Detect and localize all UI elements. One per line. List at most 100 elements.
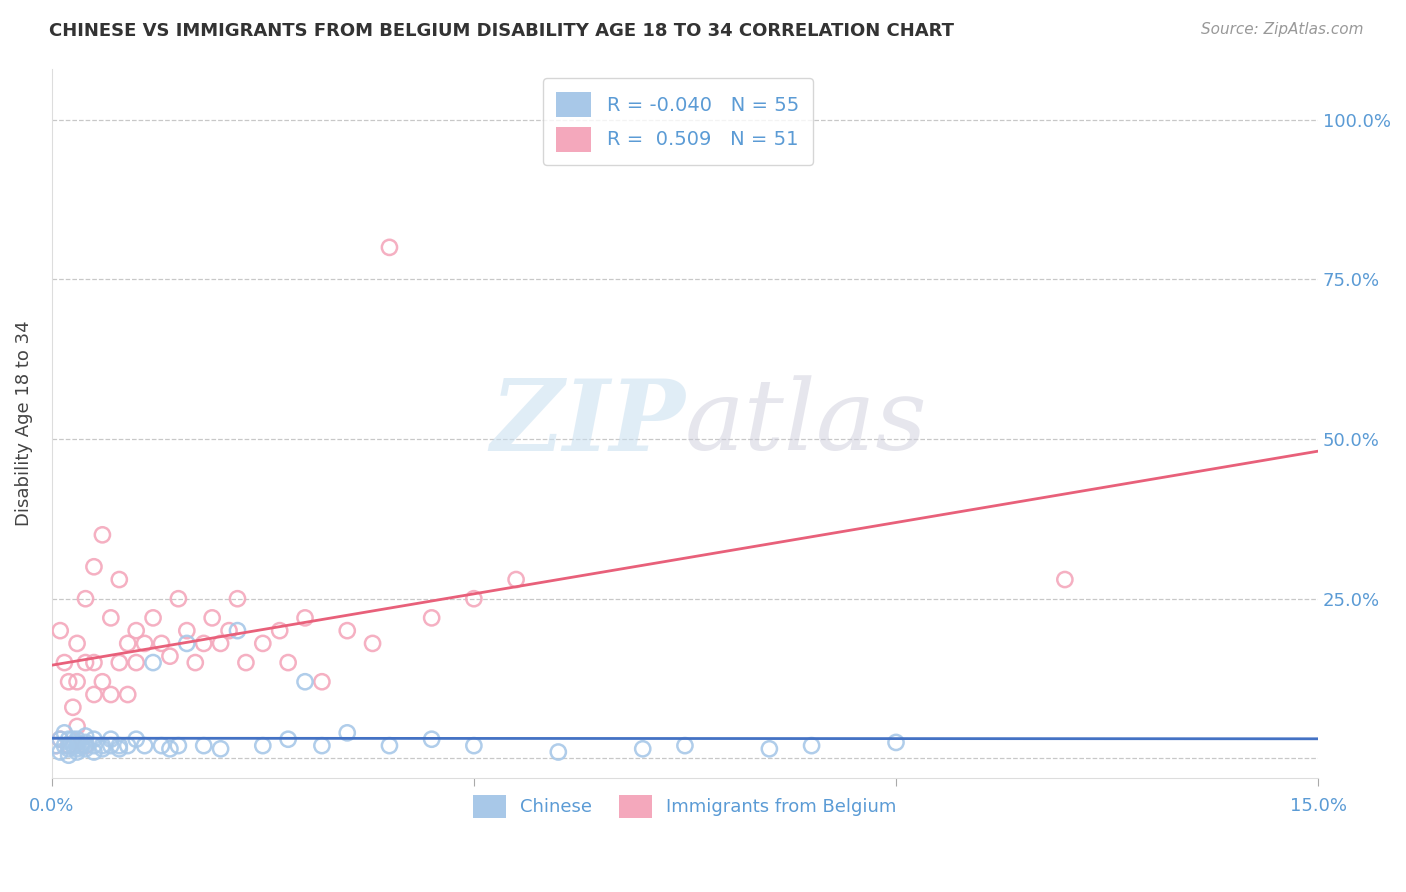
Point (134, 636, 156, 650)
Point (159, 649, 181, 664)
Point (800, 739, 823, 753)
Point (91, 674, 114, 689)
Point (117, 636, 139, 650)
Point (53, 739, 76, 753)
Point (311, 674, 333, 689)
Point (235, 656, 257, 670)
Point (125, 732, 148, 747)
Point (83, 688, 105, 702)
Point (150, 739, 173, 753)
Point (420, 732, 443, 747)
Point (66, 732, 89, 747)
Point (58, 748, 80, 763)
Point (66, 745, 89, 759)
Point (505, 573, 527, 587)
Point (58, 741, 80, 756)
Point (361, 636, 384, 650)
Point (75, 741, 97, 756)
Text: CHINESE VS IMMIGRANTS FROM BELGIUM DISABILITY AGE 18 TO 34 CORRELATION CHART: CHINESE VS IMMIGRANTS FROM BELGIUM DISAB… (49, 22, 955, 40)
Point (70, 739, 93, 753)
Point (66, 735, 89, 749)
Point (75, 656, 97, 670)
Point (125, 656, 148, 670)
Point (159, 741, 181, 756)
Point (49, 745, 72, 759)
Point (83, 732, 105, 747)
Text: ZIP: ZIP (489, 375, 685, 471)
Point (91, 741, 114, 756)
Point (463, 591, 485, 606)
Point (209, 636, 232, 650)
Point (83, 739, 105, 753)
Point (49, 732, 72, 747)
Point (66, 674, 89, 689)
Point (1053, 573, 1076, 587)
Point (378, 739, 401, 753)
Point (226, 591, 249, 606)
Point (277, 732, 299, 747)
Point (58, 674, 80, 689)
Point (277, 656, 299, 670)
Point (218, 624, 240, 638)
Point (167, 591, 190, 606)
Point (62, 739, 84, 753)
Point (117, 739, 139, 753)
Point (66, 739, 89, 753)
Point (201, 611, 224, 625)
Point (83, 656, 105, 670)
Point (83, 559, 105, 574)
Point (62, 700, 84, 714)
Point (117, 688, 139, 702)
Point (108, 656, 131, 670)
Point (167, 739, 190, 753)
Point (91, 739, 114, 753)
Point (62, 732, 84, 747)
Point (75, 739, 97, 753)
Point (631, 741, 654, 756)
Point (176, 636, 198, 650)
Point (108, 573, 131, 587)
Point (134, 739, 156, 753)
Point (125, 624, 148, 638)
Point (83, 745, 105, 759)
Point (311, 739, 333, 753)
Point (336, 624, 359, 638)
Point (420, 611, 443, 625)
Point (100, 739, 122, 753)
Point (226, 624, 249, 638)
Point (252, 739, 274, 753)
Point (100, 688, 122, 702)
Point (884, 735, 907, 749)
Point (758, 741, 780, 756)
Point (108, 739, 131, 753)
Point (673, 739, 696, 753)
Point (100, 611, 122, 625)
Point (53, 656, 76, 670)
Point (75, 739, 97, 753)
Legend: Chinese, Immigrants from Belgium: Chinese, Immigrants from Belgium (465, 788, 904, 825)
Point (294, 674, 316, 689)
Point (58, 739, 80, 753)
Point (193, 636, 215, 650)
Point (91, 528, 114, 542)
Point (193, 739, 215, 753)
Point (252, 636, 274, 650)
Point (45, 739, 67, 753)
Point (75, 729, 97, 743)
Text: Source: ZipAtlas.com: Source: ZipAtlas.com (1201, 22, 1364, 37)
Point (269, 624, 291, 638)
Y-axis label: Disability Age 18 to 34: Disability Age 18 to 34 (15, 320, 32, 526)
Point (184, 656, 207, 670)
Point (142, 656, 165, 670)
Point (209, 741, 232, 756)
Point (294, 611, 316, 625)
Point (66, 636, 89, 650)
Point (66, 719, 89, 733)
Point (108, 741, 131, 756)
Point (463, 739, 485, 753)
Point (49, 732, 72, 747)
Point (100, 732, 122, 747)
Point (176, 624, 198, 638)
Point (336, 726, 359, 740)
Point (58, 739, 80, 753)
